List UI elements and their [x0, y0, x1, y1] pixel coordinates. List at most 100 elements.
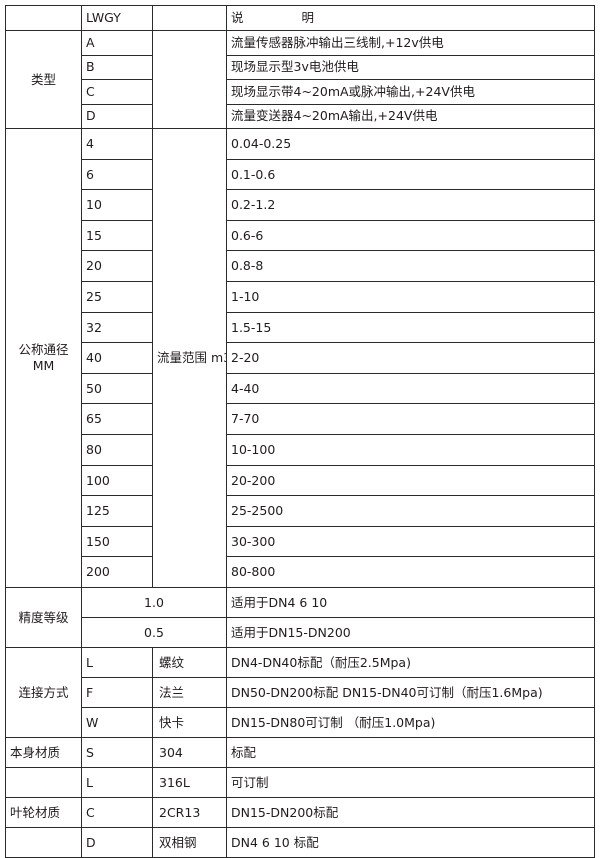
table-row: 精度等级 1.0 适用于DN4 6 10 [5, 586, 595, 648]
cell-description: 7-70 [226, 403, 595, 435]
cell-description: 标配 [226, 736, 595, 768]
table-row: 125 25-2500 [6, 495, 595, 527]
table-row: 150 30-300 [6, 525, 595, 558]
table-row: C 现场显示带4~20mA或脉冲输出,+24V供电 [6, 79, 595, 105]
table-row: 20 0.8-8 [6, 250, 595, 282]
table-row: B 现场显示型3v电池供电 [6, 54, 595, 80]
cell-description: 0.6-6 [226, 219, 595, 252]
cell-code: W [81, 706, 153, 738]
cell-description: 0.2-1.2 [226, 189, 595, 221]
cell-description: 流量传感器脉冲输出三线制,+12v供电 [226, 30, 595, 56]
table-row: 10 0.2-1.2 [6, 189, 595, 221]
table-row: 15 0.6-6 [6, 219, 595, 252]
cell-code: C [81, 796, 153, 828]
cell-description: DN4-DN40标配（耐压2.5Mpa) [226, 646, 595, 678]
table-row: 25 1-10 [6, 280, 595, 313]
cell-description: 80-800 [226, 556, 595, 588]
group-label-body-material: 本身材质 [5, 736, 82, 768]
cell-code: S [81, 736, 153, 768]
cell-description: DN15-DN200标配 [226, 796, 595, 828]
cell-code: 40 [81, 342, 153, 374]
cell-description: DN15-DN80可订制 （耐压1.0Mpa) [226, 706, 595, 738]
header-cell-model: LWGY [81, 5, 153, 31]
cell-description: 现场显示带4~20mA或脉冲输出,+24V供电 [226, 79, 595, 105]
cell-connection-name: 法兰 [152, 676, 227, 708]
table-row: 叶轮材质 C 2CR13 DN15-DN200标配 [5, 796, 595, 828]
cell-description: 30-300 [226, 525, 595, 558]
group-label-line2: MM [32, 357, 55, 373]
cell-code: 20 [81, 250, 153, 282]
table-row: 类型 A 流量传感器脉冲输出三线制,+12v供电 [5, 30, 595, 129]
cell-material-name: 304 [152, 736, 227, 768]
table-row: D 双相钢 DN4 6 10 标配 [5, 826, 595, 858]
group-mid-line2: m3/h [211, 350, 226, 366]
specification-table: LWGY 说明 类型 A 流量传感器脉冲输出三线制,+12v供电 B 现场显示型… [5, 5, 595, 858]
cell-code: A [81, 30, 153, 56]
cell-material-name: 2CR13 [152, 796, 227, 828]
table-row: 40 2-20 [6, 342, 595, 374]
cell-description: 适用于DN15-DN200 [226, 616, 595, 648]
cell-description: DN4 6 10 标配 [226, 826, 595, 858]
cell-code: D [81, 826, 153, 858]
group-label-connection-type: 连接方式 [5, 646, 82, 738]
cell-description: 现场显示型3v电池供电 [226, 54, 595, 80]
group-label-nominal-diameter: 公称通径 MM [5, 128, 82, 588]
header-desc-part2: 明 [301, 10, 315, 26]
cell-code: 10 [81, 189, 153, 221]
group-label-blank [5, 766, 82, 798]
cell-code: 4 [81, 128, 153, 160]
cell-code: 15 [81, 219, 153, 252]
cell-description: 0.1-0.6 [226, 158, 595, 191]
cell-code: 100 [81, 464, 153, 497]
table-row: 50 4-40 [6, 372, 595, 405]
table-row: 200 80-800 [6, 556, 595, 588]
cell-description: 20-200 [226, 464, 595, 497]
cell-accuracy-value: 0.5 [81, 616, 227, 648]
header-cell-blank [5, 5, 82, 31]
table-row: 100 20-200 [6, 464, 595, 497]
cell-code: L [81, 646, 153, 678]
cell-description: 2-20 [226, 342, 595, 374]
header-cell-description: 说明 [226, 5, 595, 31]
group-mid-flow-range: 流量范围 m3/h [152, 128, 227, 588]
cell-description: 10-100 [226, 433, 595, 466]
cell-code: D [81, 103, 153, 129]
table-row: F 法兰 DN50-DN200标配 DN15-DN40可订制（耐压1.6Mpa) [6, 676, 595, 708]
cell-code: 200 [81, 556, 153, 588]
cell-code: L [81, 766, 153, 798]
table-row: 80 10-100 [6, 433, 595, 466]
group-mid-line1: 流量范围 [157, 350, 208, 366]
cell-description: 4-40 [226, 372, 595, 405]
cell-code: C [81, 79, 153, 105]
table-row: 本身材质 S 304 标配 [5, 736, 595, 768]
header-desc-part1: 说 [231, 10, 244, 26]
cell-description: 0.04-0.25 [226, 128, 595, 160]
cell-description: 0.8-8 [226, 250, 595, 282]
table-row: L 316L 可订制 [5, 766, 595, 798]
cell-material-name: 双相钢 [152, 826, 227, 858]
cell-description: 1-10 [226, 280, 595, 313]
table-row: 公称通径 MM 4 流量范围 m3/h 0.04-0.25 [5, 128, 595, 588]
group-label-impeller-material: 叶轮材质 [5, 796, 82, 828]
cell-connection-name: 螺纹 [152, 646, 227, 678]
cell-material-name: 316L [152, 766, 227, 798]
cell-accuracy-value: 1.0 [81, 586, 227, 618]
cell-code: 125 [81, 495, 153, 527]
cell-description: 可订制 [226, 766, 595, 798]
cell-code: 80 [81, 433, 153, 466]
cell-connection-name: 快卡 [152, 706, 227, 738]
cell-description: 25-2500 [226, 495, 595, 527]
group-label-line1: 公称通径 [18, 342, 69, 358]
cell-description: 流量变送器4~20mA输出,+24V供电 [226, 103, 595, 129]
group-label-type: 类型 [5, 30, 82, 129]
header-cell-blank-2 [152, 5, 227, 31]
cell-code: 32 [81, 311, 153, 344]
cell-description: DN50-DN200标配 DN15-DN40可订制（耐压1.6Mpa) [226, 676, 595, 708]
cell-code: F [81, 676, 153, 708]
table-header-row: LWGY 说明 [5, 5, 595, 31]
table-row: 32 1.5-15 [6, 311, 595, 344]
cell-code: 150 [81, 525, 153, 558]
cell-code: B [81, 54, 153, 80]
table-row: 6 0.1-0.6 [6, 158, 595, 191]
group-label-blank [5, 826, 82, 858]
